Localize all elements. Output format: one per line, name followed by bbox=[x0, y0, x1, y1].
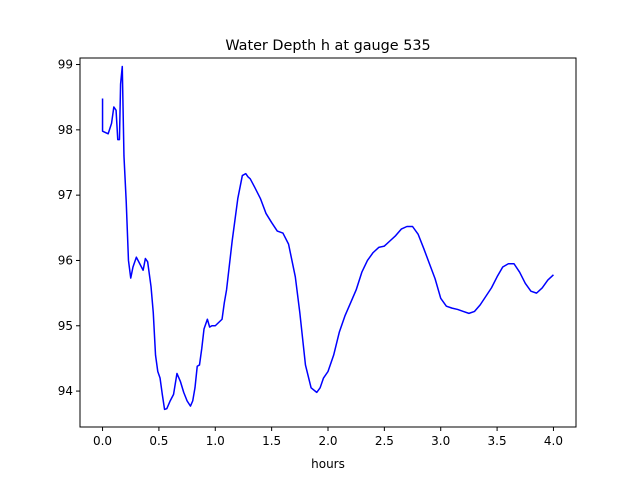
y-tick-label: 99 bbox=[58, 58, 73, 72]
series-line bbox=[101, 65, 554, 411]
x-tick-label: 2.5 bbox=[375, 434, 394, 448]
y-tick-label: 94 bbox=[58, 384, 73, 398]
chart-title: Water Depth h at gauge 535 bbox=[225, 38, 430, 54]
x-tick-label: 0.0 bbox=[93, 434, 112, 448]
y-tick-label: 95 bbox=[58, 319, 73, 333]
x-tick-label: 1.5 bbox=[262, 434, 281, 448]
x-tick-label: 1.0 bbox=[206, 434, 225, 448]
x-tick-label: 3.5 bbox=[488, 434, 507, 448]
x-tick-label: 2.0 bbox=[318, 434, 337, 448]
x-tick-label: 4.0 bbox=[544, 434, 563, 448]
x-tick-label: 0.5 bbox=[149, 434, 168, 448]
y-axis: 94 95 96 97 98 99 bbox=[58, 58, 80, 398]
x-axis: 0.0 0.5 1.0 1.5 2.0 2.5 3.0 3.5 4.0 bbox=[93, 427, 563, 448]
x-axis-label: hours bbox=[311, 457, 345, 471]
y-tick-label: 96 bbox=[58, 253, 73, 267]
y-tick-label: 98 bbox=[58, 123, 73, 137]
x-tick-label: 3.0 bbox=[431, 434, 450, 448]
y-tick-label: 97 bbox=[58, 188, 73, 202]
